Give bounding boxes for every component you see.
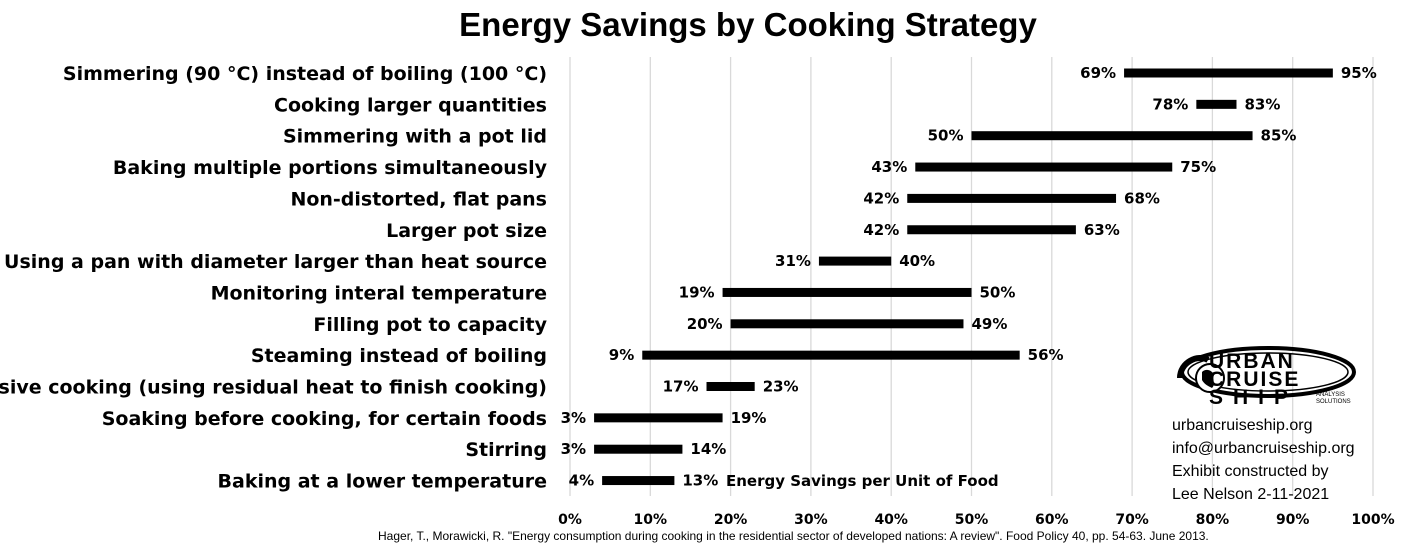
x-axis-caption: Energy Savings per Unit of Food	[726, 472, 999, 490]
range-bar	[1196, 99, 1237, 109]
range-bar	[1124, 68, 1333, 78]
category-label: Passive cooking (using residual heat to …	[0, 377, 547, 399]
high-value-label: 85%	[1261, 127, 1297, 145]
x-tick-label: 30%	[794, 512, 828, 528]
x-tick-label: 90%	[1276, 512, 1310, 528]
category-label: Larger pot size	[386, 220, 547, 242]
high-value-label: 14%	[690, 440, 726, 458]
gridlines	[569, 57, 1374, 496]
range-bar	[594, 413, 723, 423]
logo-subtitle: ANALYSIS SOLUTIONS	[1316, 392, 1351, 405]
high-value-label: 68%	[1124, 189, 1160, 207]
range-bar	[818, 256, 892, 266]
x-tick-label: 100%	[1351, 512, 1394, 528]
x-tick-label: 10%	[634, 512, 668, 528]
credits-site: urbancruiseship.org	[1172, 417, 1313, 434]
x-tick-label: 60%	[1035, 512, 1069, 528]
category-label: Monitoring interal temperature	[211, 282, 547, 304]
credits-author-date: Lee Nelson 2-11-2021	[1172, 486, 1330, 503]
low-value-label: 9%	[609, 346, 634, 364]
category-label: Baking at a lower temperature	[218, 471, 547, 493]
high-value-label: 95%	[1341, 64, 1377, 82]
low-value-label: 42%	[863, 221, 899, 239]
range-bar	[602, 476, 675, 486]
range-bar	[722, 287, 972, 297]
source-citation: Hager, T., Morawicki, R. "Energy consump…	[378, 529, 1209, 543]
range-bar	[642, 350, 1020, 360]
range-bar	[706, 382, 755, 391]
high-value-label: 23%	[763, 378, 799, 396]
range-bar	[730, 319, 964, 329]
range-bars	[594, 68, 1333, 486]
range-bar	[971, 131, 1253, 141]
low-value-label: 4%	[569, 472, 594, 490]
category-label: Non-distorted, flat pans	[290, 188, 547, 210]
high-value-label: 56%	[1028, 346, 1064, 364]
low-value-label: 17%	[663, 378, 699, 396]
credits-constructed: Exhibit constructed by	[1172, 463, 1329, 480]
low-value-label: 50%	[928, 127, 964, 145]
x-tick-label: 70%	[1115, 512, 1149, 528]
high-value-label: 19%	[731, 409, 767, 427]
range-bar	[594, 444, 683, 454]
category-label: Baking multiple portions simultaneously	[113, 157, 548, 179]
high-value-label: 40%	[899, 252, 935, 270]
category-label: Soaking before cooking, for certain food…	[102, 408, 547, 430]
high-value-label: 63%	[1084, 221, 1120, 239]
high-value-label: 83%	[1244, 95, 1280, 113]
low-value-label: 3%	[561, 409, 586, 427]
x-tick-label: 20%	[714, 512, 748, 528]
category-label: Steaming instead of boiling	[251, 345, 547, 367]
high-value-label: 50%	[980, 283, 1016, 301]
low-value-label: 20%	[687, 315, 723, 333]
labels: 0% 10% 20% 30% 40% 50% 60% 70% 80% 90% 100% Simmeri…	[0, 63, 1395, 528]
low-value-label: 3%	[561, 440, 586, 458]
high-value-label: 49%	[971, 315, 1007, 333]
category-label: Stirring	[465, 439, 547, 461]
category-label: Simmering with a pot lid	[283, 126, 547, 148]
low-value-label: 19%	[679, 283, 715, 301]
low-value-label: 43%	[871, 158, 907, 176]
range-bar	[907, 225, 1076, 235]
low-value-label: 78%	[1152, 95, 1188, 113]
category-label: Using a pan with diameter larger than he…	[4, 251, 547, 273]
category-label: Simmering (90 °C) instead of boiling (10…	[63, 63, 547, 85]
x-tick-label: 80%	[1196, 512, 1230, 528]
low-value-label: 31%	[775, 252, 811, 270]
x-tick-label: 0%	[558, 512, 582, 528]
chart-title: Energy Savings by Cooking Strategy	[459, 6, 1037, 43]
range-bar	[915, 162, 1173, 172]
urbancruiseship-logo	[1177, 346, 1356, 398]
credits-email: info@urbancruiseship.org	[1172, 440, 1355, 457]
logo-wordmark: URBAN CRUISE SHIP	[1209, 350, 1301, 409]
low-value-label: 42%	[863, 189, 899, 207]
x-tick-label: 50%	[955, 512, 989, 528]
x-tick-label: 40%	[874, 512, 908, 528]
category-label: Cooking larger quantities	[274, 94, 547, 116]
category-label: Filling pot to capacity	[313, 314, 547, 336]
credits-block: urbancruiseship.org info@urbancruiseship…	[1172, 414, 1355, 506]
low-value-label: 69%	[1080, 64, 1116, 82]
range-bar	[907, 193, 1117, 203]
high-value-label: 13%	[682, 472, 718, 490]
high-value-label: 75%	[1180, 158, 1216, 176]
